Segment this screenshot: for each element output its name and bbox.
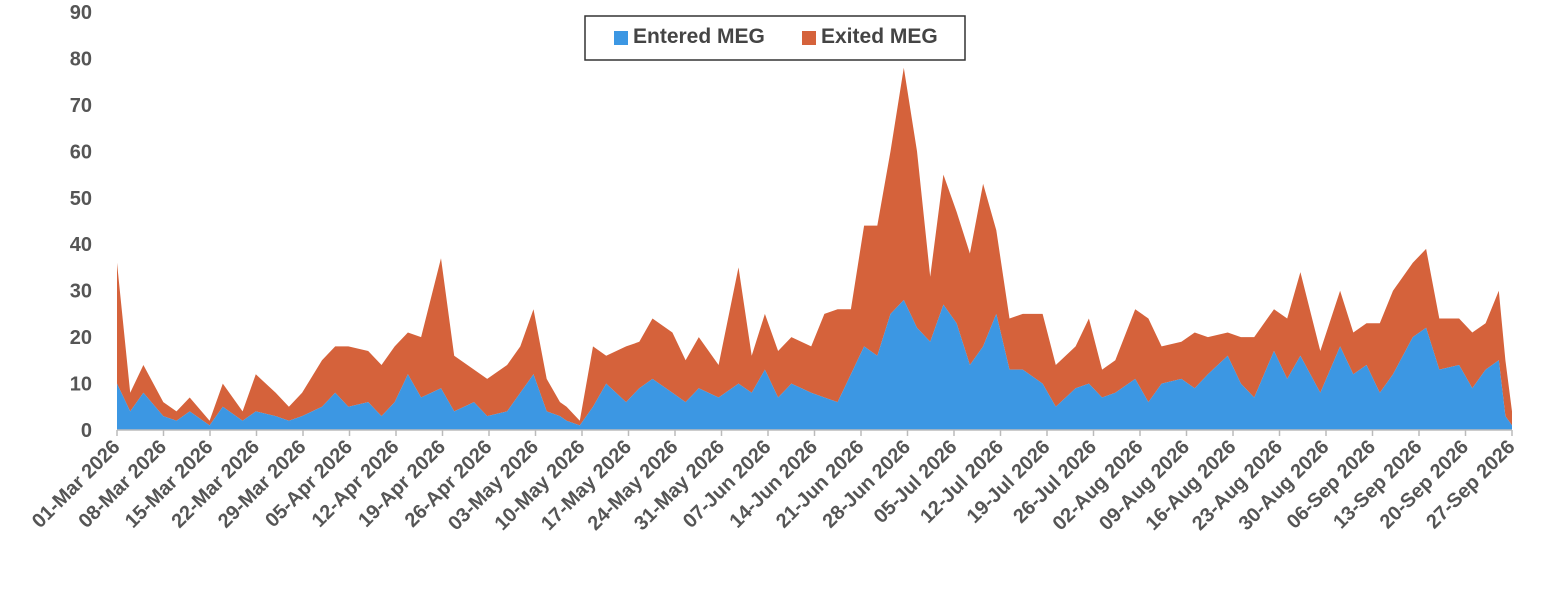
y-tick-label: 60 [70, 141, 92, 163]
y-tick-label: 50 [70, 188, 92, 210]
y-tick-label: 40 [70, 234, 92, 256]
legend-swatch-exited [802, 31, 816, 45]
legend: Entered MEG Exited MEG [584, 15, 966, 61]
legend-label-entered: Entered MEG [633, 25, 765, 48]
series-area-exited [117, 67, 1512, 426]
y-tick-label: 30 [70, 281, 92, 303]
series-layer [117, 67, 1512, 430]
y-tick-label: 20 [70, 327, 92, 349]
series-area-entered [117, 300, 1512, 430]
legend-label-exited: Exited MEG [821, 25, 938, 48]
y-tick-label: 10 [70, 374, 92, 396]
legend-swatch-entered [614, 31, 628, 45]
legend-box [584, 15, 966, 61]
y-tick-label: 70 [70, 95, 92, 117]
y-tick-label: 0 [81, 420, 92, 442]
y-tick-label: 90 [70, 2, 92, 24]
y-axis: 0 10 20 30 40 50 60 70 80 90 [70, 2, 92, 442]
y-tick-label: 80 [70, 48, 92, 70]
